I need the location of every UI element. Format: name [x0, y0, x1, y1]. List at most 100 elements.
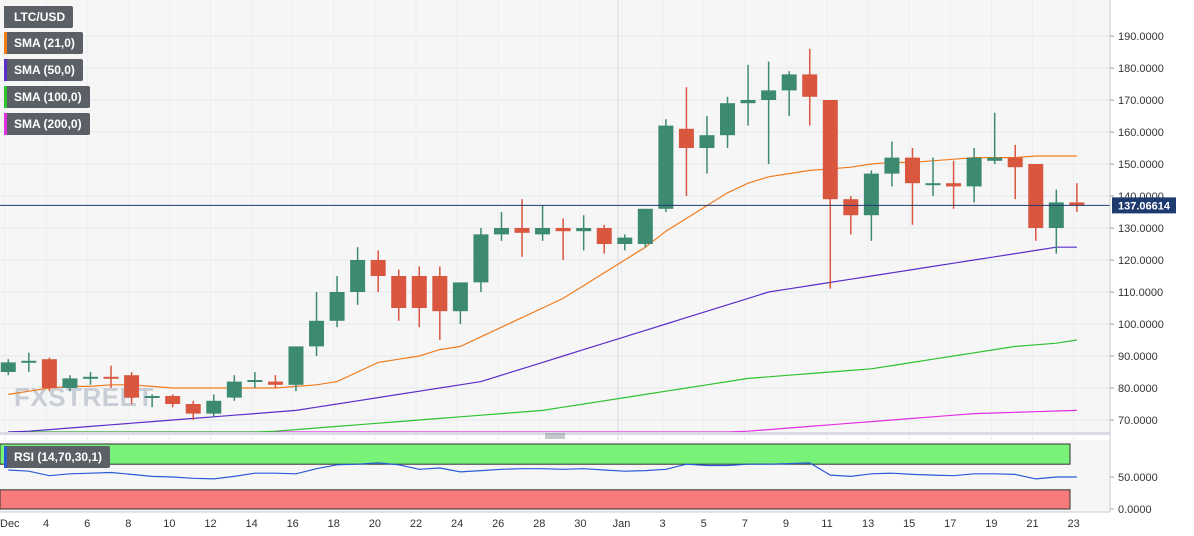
candle [473, 228, 489, 292]
date-tick-label: 12 [204, 518, 216, 530]
candle [329, 276, 345, 328]
candle [555, 218, 571, 260]
candle [678, 87, 694, 196]
candle [124, 372, 140, 404]
candle [802, 48, 818, 126]
candle [925, 157, 941, 196]
candle [884, 141, 900, 187]
last-price-label: 137.06614 [1112, 197, 1176, 214]
price-tick-label: 70.0000 [1118, 415, 1158, 427]
date-tick-label: 16 [287, 518, 299, 530]
candle [103, 365, 119, 388]
price-tick-label: 190.0000 [1118, 31, 1164, 43]
price-tick-label: 170.0000 [1118, 95, 1164, 107]
date-tick-label: 14 [245, 518, 257, 530]
rsi-tick-label: 0.0000 [1118, 504, 1152, 516]
candle [740, 64, 756, 126]
candle [62, 375, 78, 392]
candle [987, 112, 1003, 164]
candle [247, 372, 263, 388]
candle [617, 234, 633, 251]
date-tick-label: 15 [903, 518, 915, 530]
date-tick-label: 23 [1067, 518, 1079, 530]
symbol-label: LTC/USD [4, 6, 74, 28]
price-tick-label: 120.0000 [1118, 255, 1164, 267]
candle [637, 208, 653, 248]
date-tick-label: 8 [125, 518, 131, 530]
candle [432, 266, 448, 340]
candle [206, 394, 222, 417]
svg-text:137.06614: 137.06614 [1118, 200, 1171, 212]
candle [1048, 189, 1064, 254]
date-tick-label: Jan [613, 518, 631, 530]
date-tick-label: 4 [43, 518, 49, 530]
candle [226, 375, 242, 401]
candle [185, 400, 201, 420]
candle [21, 352, 37, 372]
date-tick-label: Dec [0, 518, 20, 530]
candle [370, 250, 386, 292]
candle [822, 100, 838, 289]
candle [493, 212, 509, 241]
candle [966, 148, 982, 203]
date-tick-label: 26 [492, 518, 504, 530]
candle [781, 71, 797, 116]
date-tick-label: 9 [783, 518, 789, 530]
legend-sma200[interactable]: SMA (200,0) [4, 113, 90, 135]
splitter-grip-icon[interactable] [545, 433, 565, 439]
date-tick-label: 13 [862, 518, 874, 530]
candle [1007, 144, 1023, 200]
candle [267, 375, 283, 388]
date-tick-label: 20 [369, 518, 381, 530]
candle [514, 199, 530, 257]
date-tick-label: 18 [328, 518, 340, 530]
date-tick-label: 19 [985, 518, 997, 530]
candle [350, 247, 366, 305]
legend-sma100[interactable]: SMA (100,0) [4, 86, 90, 108]
date-tick-label: 5 [701, 518, 707, 530]
rsi-tick-label: 50.0000 [1118, 472, 1158, 484]
candle [535, 205, 551, 241]
sma50-line [8, 246, 1077, 433]
candle [596, 224, 612, 254]
rsi-axis: 50.0000 0.0000 [1110, 472, 1158, 516]
price-panel-background [0, 0, 1110, 432]
candle [904, 148, 920, 225]
candle [82, 372, 98, 385]
rsi-overbought-zone [0, 443, 1071, 465]
date-tick-label: 28 [533, 518, 545, 530]
candle [699, 116, 715, 174]
candles [0, 48, 1085, 420]
candle [1069, 183, 1085, 212]
price-tick-label: 180.0000 [1118, 63, 1164, 75]
date-tick-label: 3 [660, 518, 666, 530]
candle [391, 269, 407, 321]
candle [1028, 164, 1044, 241]
candle [0, 359, 16, 376]
date-tick-label: 7 [742, 518, 748, 530]
price-tick-label: 80.0000 [1118, 383, 1158, 395]
candle [165, 394, 181, 408]
rsi-line [8, 462, 1077, 480]
date-tick-label: 24 [451, 518, 463, 530]
candle [843, 196, 859, 235]
date-tick-label: 17 [944, 518, 956, 530]
candle [288, 346, 304, 392]
date-tick-label: 6 [84, 518, 90, 530]
candle [761, 61, 777, 164]
rsi-oversold-zone [0, 489, 1071, 510]
candle [452, 282, 468, 324]
date-tick-label: 30 [574, 518, 586, 530]
price-axis: 190.0000 180.0000 170.0000 160.0000 150.0000… [1110, 31, 1164, 427]
legend-sma50[interactable]: SMA (50,0) [4, 59, 83, 81]
legend-sma21[interactable]: SMA (21,0) [4, 32, 83, 54]
candle [411, 266, 427, 328]
time-axis: Dec 4 6 8 10 12 14 16 18 20 22 24 26 28 30 Jan 3 5 7 9 11 13 1… [0, 511, 1110, 530]
candle [658, 119, 674, 212]
date-tick-label: 21 [1026, 518, 1038, 530]
date-tick-label: 10 [163, 518, 175, 530]
candle [41, 357, 57, 392]
legend-rsi[interactable]: RSI (14,70,30,1) [4, 446, 111, 468]
date-tick-label: 22 [410, 518, 422, 530]
